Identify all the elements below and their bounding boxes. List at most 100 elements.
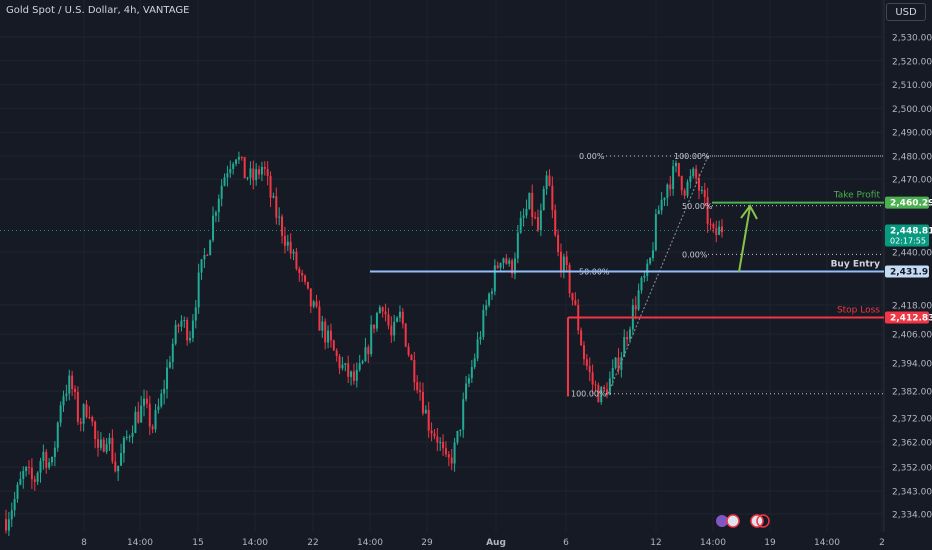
candle-body <box>424 409 427 414</box>
candle-body <box>672 166 675 190</box>
candle-body <box>511 260 514 274</box>
y-tick-label: 2,470.00 <box>892 176 932 186</box>
fib-level-label: 0.00% <box>579 152 605 161</box>
candle-body <box>651 250 654 259</box>
price-tag-text: 2,448.81 <box>890 227 932 237</box>
candle-body <box>407 346 410 356</box>
candle-body <box>427 409 430 431</box>
candle-body <box>352 371 355 381</box>
candle-body <box>125 436 128 438</box>
candle-body <box>160 393 163 407</box>
candle-body <box>137 411 140 423</box>
candle-body <box>697 178 700 191</box>
y-tick-label: 2,510.00 <box>892 81 932 91</box>
y-tick-label: 2,372.00 <box>892 415 932 425</box>
x-tick-label: 22 <box>307 538 318 548</box>
candle-body <box>189 337 192 341</box>
candle-body <box>597 385 600 403</box>
candle-body <box>646 263 649 276</box>
candle-body <box>404 323 407 347</box>
x-tick-label: 2 <box>879 538 885 548</box>
candle-body <box>85 404 88 418</box>
candle-body <box>482 309 485 337</box>
candle-body <box>292 251 295 254</box>
candle-body <box>617 357 620 370</box>
candle-body <box>628 329 631 340</box>
candle-body <box>278 216 281 218</box>
candle-body <box>91 417 94 422</box>
candle-body <box>295 251 298 269</box>
candle-body <box>286 241 289 246</box>
candle-body <box>450 457 453 464</box>
candle-body <box>272 196 275 198</box>
candle-body <box>214 212 217 216</box>
candle-body <box>709 223 712 225</box>
candle-body <box>197 272 200 308</box>
candle-body <box>243 156 246 179</box>
candle-body <box>381 307 384 312</box>
candle-body <box>508 260 511 264</box>
y-tick-label: 2,418.00 <box>892 302 932 312</box>
candle-body <box>626 336 629 340</box>
candle-body <box>304 275 307 282</box>
candle-body <box>657 210 660 215</box>
candle-body <box>677 162 680 177</box>
candle-body <box>283 235 286 246</box>
candle-body <box>315 301 318 307</box>
candle-body <box>686 181 689 196</box>
currency-button[interactable]: USD <box>886 3 926 21</box>
candle-body <box>620 356 623 370</box>
candle-body <box>413 360 416 383</box>
candle-body <box>490 291 493 294</box>
candle-body <box>258 169 261 175</box>
candle-body <box>281 216 284 236</box>
candle-body <box>237 156 240 160</box>
y-tick-label: 2,394.00 <box>892 360 932 370</box>
candle-body <box>436 436 439 443</box>
candle-body <box>332 340 335 351</box>
us-flag-event-icon <box>756 514 770 528</box>
candle-body <box>398 311 401 318</box>
candle-body <box>240 156 243 158</box>
candle-body <box>519 217 522 233</box>
candle-body <box>148 403 151 427</box>
candle-body <box>157 406 160 411</box>
y-tick-label: 2,520.00 <box>892 57 932 67</box>
candle-body <box>421 392 424 414</box>
arrow-shaft <box>738 206 751 273</box>
y-tick-label: 2,334.00 <box>892 511 932 521</box>
candle-body <box>496 265 499 268</box>
candle-body <box>559 251 562 272</box>
candle-body <box>649 258 652 264</box>
candle-body <box>97 439 100 448</box>
candle-body <box>306 281 309 289</box>
candle-body <box>358 363 361 370</box>
candle-body <box>588 366 591 373</box>
candle-body <box>318 306 321 331</box>
candle-body <box>433 433 436 437</box>
candle-body <box>712 224 715 229</box>
candle-body <box>536 217 539 231</box>
candle-body <box>76 391 79 422</box>
candle-body <box>252 168 255 181</box>
candle-body <box>301 272 304 276</box>
candle-body <box>53 447 56 457</box>
candle-body <box>212 215 215 241</box>
candle-body <box>338 356 341 369</box>
candle-body <box>447 454 450 458</box>
candle-body <box>220 185 223 199</box>
price-tag-text: 2,460.29 <box>890 199 932 209</box>
candle-body <box>200 259 203 273</box>
level-text-label: Take Profit <box>833 191 881 201</box>
candle-body <box>255 169 258 181</box>
candle-body <box>151 426 154 430</box>
candle-body <box>695 168 698 179</box>
candle-body <box>565 256 568 266</box>
candle-body <box>442 442 445 449</box>
candle-body <box>373 324 376 329</box>
candle-body <box>94 421 97 440</box>
